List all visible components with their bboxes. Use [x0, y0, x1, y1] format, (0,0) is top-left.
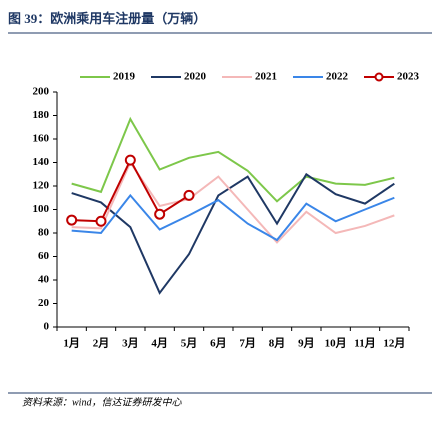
- series-line: [71, 157, 190, 223]
- source: 资料来源：wind，信达证券研发中心: [22, 396, 182, 408]
- y-tick-label: 100: [33, 203, 50, 215]
- y-tick-label: 140: [33, 156, 50, 168]
- point: [95, 215, 107, 227]
- point: [124, 154, 136, 166]
- legend-label: 2021: [255, 71, 277, 83]
- y-tick-label: 0: [44, 321, 50, 333]
- x-tick-label: 4月: [151, 337, 168, 350]
- series-line: [71, 116, 395, 203]
- x-tick-label: 8月: [269, 337, 286, 350]
- point: [183, 189, 195, 201]
- y-tick-label: 160: [33, 133, 50, 145]
- y-tick-label: 180: [33, 109, 50, 121]
- x-tick-label: 3月: [122, 337, 139, 350]
- x-tick-label: 10月: [325, 337, 347, 350]
- y-tick-label: 80: [38, 227, 50, 239]
- y-tick-label: 20: [38, 297, 50, 309]
- y-tick-label: 200: [33, 86, 50, 98]
- legend-marker: [374, 72, 384, 82]
- x-tick-label: 9月: [298, 337, 315, 350]
- chart-title: 图 39：欧洲乘用车注册量（万辆）: [8, 11, 206, 26]
- series-line: [71, 193, 395, 242]
- series-line: [71, 172, 395, 295]
- x-tick-label: 2月: [93, 337, 110, 350]
- legend-label: 2023: [397, 71, 420, 83]
- y-tick-label: 60: [38, 250, 50, 262]
- series-line: [71, 160, 395, 244]
- y-tick-label: 120: [33, 180, 50, 192]
- x-tick-label: 5月: [181, 337, 198, 350]
- x-tick-label: 1月: [63, 337, 80, 350]
- point: [154, 208, 166, 220]
- legend-label: 2019: [113, 71, 136, 83]
- legend-label: 2022: [326, 71, 349, 83]
- x-tick-label: 7月: [239, 337, 256, 350]
- x-tick-label: 11月: [354, 337, 375, 350]
- y-tick-label: 40: [38, 274, 50, 286]
- point: [66, 214, 78, 226]
- x-tick-label: 6月: [210, 337, 227, 350]
- legend-label: 2020: [184, 71, 207, 83]
- x-tick-label: 12月: [383, 337, 405, 350]
